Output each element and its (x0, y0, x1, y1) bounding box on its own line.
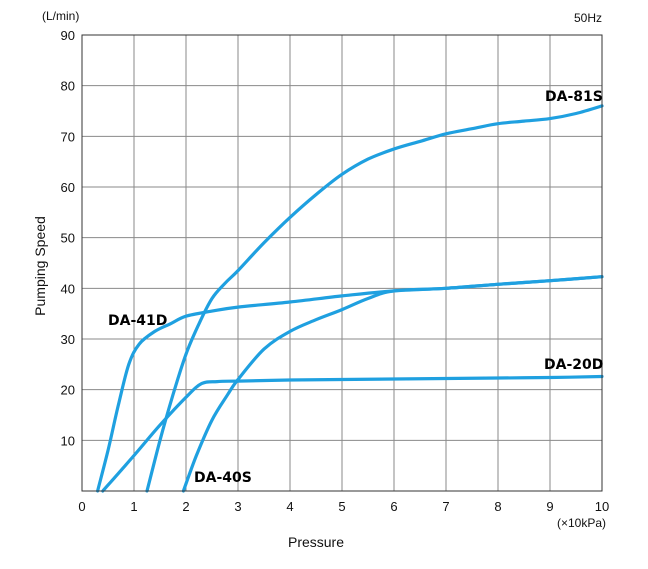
x-tick-label: 9 (546, 499, 553, 514)
x-tick-labels: 0 1 2 3 4 5 6 7 8 9 10 (78, 499, 609, 514)
series-label-da-40s: DA-40S (194, 470, 252, 486)
x-tick-label: 3 (234, 499, 241, 514)
series-line-da-40s (181, 275, 604, 493)
x-tick-label: 6 (390, 499, 397, 514)
x-tick-label: 1 (130, 499, 137, 514)
series-label-da-41d: DA-41D (108, 313, 167, 329)
plot-frame (81, 34, 603, 492)
y-tick-label: 50 (61, 231, 75, 246)
series-line-da-20d (101, 374, 604, 493)
series-label-da-81s: DA-81S (545, 89, 603, 105)
y-tick-label: 70 (61, 129, 75, 144)
y-tick-label: 40 (61, 281, 75, 296)
y-tick-label: 10 (61, 433, 75, 448)
frequency-label: 50Hz (574, 11, 602, 25)
series-line-da-41d (96, 275, 604, 493)
x-tick-label: 8 (494, 499, 501, 514)
y-tick-label: 20 (61, 383, 75, 398)
y-axis-title: Pumping Speed (32, 216, 48, 316)
series-label-da-20d: DA-20D (544, 357, 603, 373)
x-tick-label: 2 (182, 499, 189, 514)
x-tick-label: 7 (442, 499, 449, 514)
y-tick-label: 80 (61, 79, 75, 94)
y-tick-label: 90 (61, 28, 75, 43)
x-axis-title: Pressure (288, 534, 344, 550)
x-tick-label: 4 (286, 499, 293, 514)
y-unit-label: (L/min) (42, 9, 79, 23)
y-tick-label: 30 (61, 332, 75, 347)
x-tick-label: 5 (338, 499, 345, 514)
x-tick-label: 0 (78, 499, 85, 514)
x-unit-label: (×10kPa) (557, 516, 606, 530)
y-tick-label: 60 (61, 180, 75, 195)
y-tick-labels: 10 20 30 40 50 60 70 80 90 (61, 28, 75, 448)
series-line-da-81s (145, 104, 604, 493)
grid-lines (82, 35, 602, 491)
series-curves (96, 104, 604, 493)
x-tick-label: 10 (595, 499, 609, 514)
